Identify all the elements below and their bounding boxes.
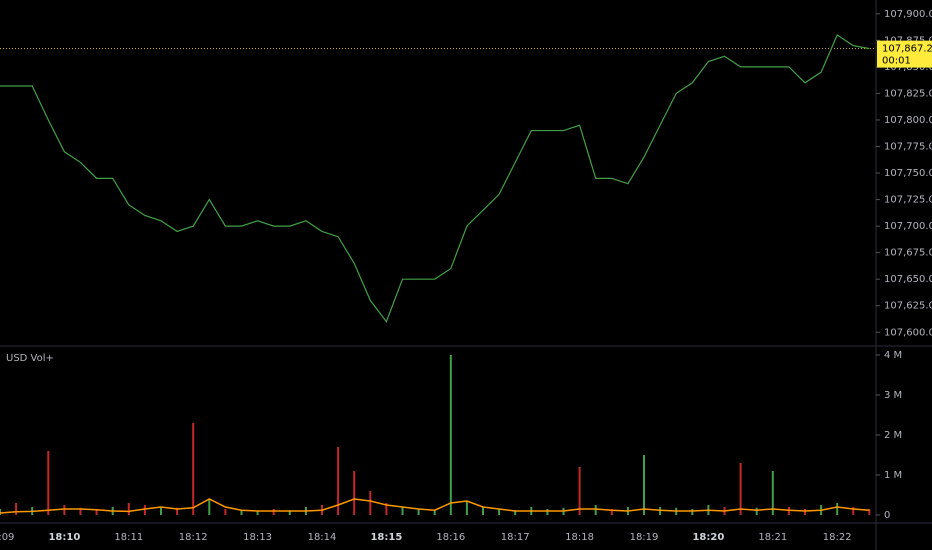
volume-bar xyxy=(787,507,790,515)
volume-bar xyxy=(610,509,613,515)
y-tick-label: 107,625.0 xyxy=(884,301,932,312)
volume-bar xyxy=(63,505,66,515)
volume-bar xyxy=(353,471,356,515)
x-tick-label: 18:15 xyxy=(370,532,402,543)
y-tick-label: 4 M xyxy=(884,350,902,361)
y-tick-label: 107,650.0 xyxy=(884,274,932,285)
x-tick-label: 18:16 xyxy=(436,532,465,543)
y-tick-label: 107,600.0 xyxy=(884,327,932,338)
x-tick-label: 18:09 xyxy=(0,532,14,543)
last-price-label: 107,867.2 xyxy=(882,44,932,55)
y-tick-label: 107,900.0 xyxy=(884,9,932,20)
last-price-box xyxy=(877,40,932,68)
y-tick-label: 107,775.0 xyxy=(884,141,932,152)
volume-bar xyxy=(449,355,452,515)
x-tick-label: 18:20 xyxy=(692,532,724,543)
y-tick-label: 3 M xyxy=(884,390,902,401)
volume-bar xyxy=(143,505,146,515)
y-tick-label: 107,675.0 xyxy=(884,248,932,259)
x-tick-label: 18:12 xyxy=(179,532,208,543)
x-tick-label: 18:13 xyxy=(243,532,272,543)
volume-bar xyxy=(208,499,211,515)
volume-bar xyxy=(691,509,694,515)
x-tick-label: 18:10 xyxy=(48,532,80,543)
volume-bar xyxy=(514,510,517,515)
y-tick-label: 107,750.0 xyxy=(884,168,932,179)
volume-bar xyxy=(771,471,774,515)
volume-ma xyxy=(0,498,870,514)
volume-bar xyxy=(417,509,420,515)
volume-bar xyxy=(176,507,179,515)
volume-bar xyxy=(224,509,227,515)
y-tick-label: 107,725.0 xyxy=(884,195,932,206)
volume-bar xyxy=(643,455,645,515)
x-tick-label: 18:19 xyxy=(630,532,659,543)
volume-bar xyxy=(755,507,758,515)
x-tick-label: 18:21 xyxy=(758,532,787,543)
volume-bar xyxy=(192,423,195,515)
volume-bar xyxy=(95,510,98,515)
volume-bar xyxy=(79,507,82,515)
volume-bar xyxy=(804,509,806,515)
volume-bar xyxy=(594,505,597,515)
y-tick-label: 107,700.0 xyxy=(884,221,932,232)
volume-bar xyxy=(739,463,742,515)
x-tick-label: 18:22 xyxy=(823,532,852,543)
volume-bar xyxy=(498,509,501,515)
volume-bar xyxy=(546,509,549,515)
volume-bar xyxy=(482,507,484,515)
volume-bar xyxy=(578,467,581,515)
volume-bar xyxy=(836,503,839,515)
volume-bar xyxy=(401,507,404,515)
volume-bar xyxy=(659,507,662,515)
volume-bar xyxy=(369,491,372,515)
volume-bar xyxy=(160,507,162,515)
y-tick-label: 107,825.0 xyxy=(884,88,932,99)
x-tick-label: 18:11 xyxy=(114,532,143,543)
x-tick-label: 18:14 xyxy=(308,532,337,543)
volume-bar xyxy=(0,509,1,515)
volume-bar xyxy=(465,501,468,515)
volume-bar xyxy=(15,503,18,515)
volume-bar xyxy=(272,509,275,515)
volume-bar xyxy=(240,510,243,515)
volume-bar xyxy=(256,511,259,515)
y-tick-label: 1 M xyxy=(884,470,902,481)
y-tick-label: 0 xyxy=(884,510,890,521)
y-tick-label: 107,800.0 xyxy=(884,115,932,126)
x-tick-label: 18:17 xyxy=(501,532,530,543)
volume-bar xyxy=(47,451,50,515)
volume-bar xyxy=(433,510,436,515)
volume-title: USD Vol+ xyxy=(6,353,54,364)
y-tick-label: 2 M xyxy=(884,430,902,441)
volume-bar xyxy=(337,447,340,515)
price-line xyxy=(0,34,870,323)
volume-bar xyxy=(852,507,855,515)
volume-bar xyxy=(385,503,388,515)
x-tick-label: 18:18 xyxy=(565,532,594,543)
countdown: 00:01 xyxy=(882,56,911,67)
volume-bar xyxy=(288,510,291,515)
volume-bar xyxy=(868,509,871,515)
volume-bar xyxy=(127,503,130,515)
